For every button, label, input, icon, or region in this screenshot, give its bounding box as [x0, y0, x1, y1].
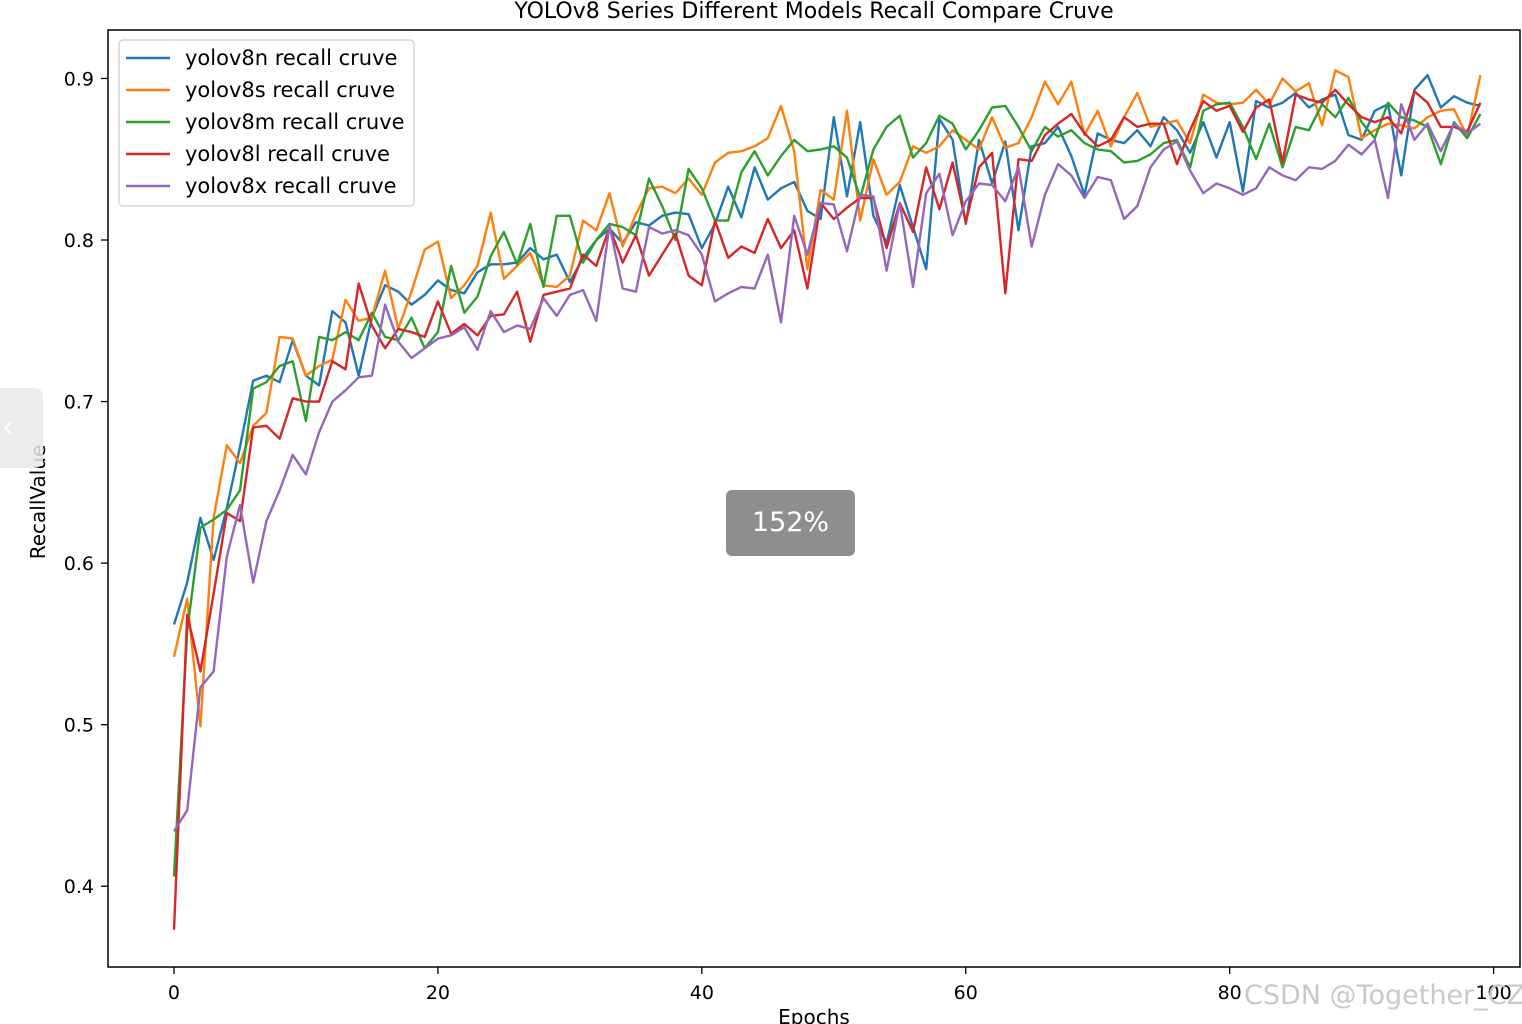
legend-box — [118, 39, 415, 207]
watermark: CSDN @Together_CZ — [1244, 980, 1522, 1011]
x-tick-label: 0 — [168, 982, 180, 1004]
x-tick-label: 100 — [1475, 982, 1511, 1004]
x-tick-label: 80 — [1218, 982, 1242, 1004]
legend-entry: yolov8l recall cruve — [185, 142, 390, 166]
legend-entry: yolov8s recall cruve — [185, 78, 395, 102]
chevron-left-icon: ‹ — [2, 410, 14, 445]
x-axis-label: Epochs — [778, 1005, 850, 1024]
y-tick-label: 0.7 — [64, 392, 94, 414]
series-line-2 — [172, 69, 1482, 728]
series-line-3 — [172, 96, 1482, 877]
y-tick-label: 0.8 — [64, 230, 94, 252]
series-lines — [172, 69, 1482, 930]
legend-entry: yolov8n recall cruve — [185, 46, 397, 70]
x-tick-label: 20 — [426, 982, 450, 1004]
y-tick-label: 0.5 — [64, 715, 94, 737]
plot-frame — [107, 29, 1521, 968]
y-tick-label: 0.4 — [64, 876, 94, 898]
legend-entry: yolov8x recall cruve — [185, 174, 397, 198]
prev-image-button[interactable]: ‹ — [0, 388, 43, 468]
y-tick-label: 0.6 — [64, 553, 94, 575]
x-tick-label: 60 — [954, 982, 978, 1004]
chart-title: YOLOv8 Series Different Models Recall Co… — [513, 0, 1113, 24]
legend: yolov8n recall cruve yolov8s recall cruve… — [118, 39, 415, 207]
tick-marks: 0 20 40 60 80 100 0.4 0.5 0.6 0.7 0.8 0.9 — [64, 68, 1512, 1004]
x-tick-label: 40 — [690, 982, 714, 1004]
zoom-level-badge: 152% — [726, 490, 855, 556]
axes — [107, 29, 1521, 968]
legend-entry: yolov8m recall cruve — [185, 110, 405, 134]
series-line-4 — [172, 88, 1482, 930]
series-line-5 — [172, 103, 1482, 832]
y-tick-label: 0.9 — [64, 68, 94, 90]
